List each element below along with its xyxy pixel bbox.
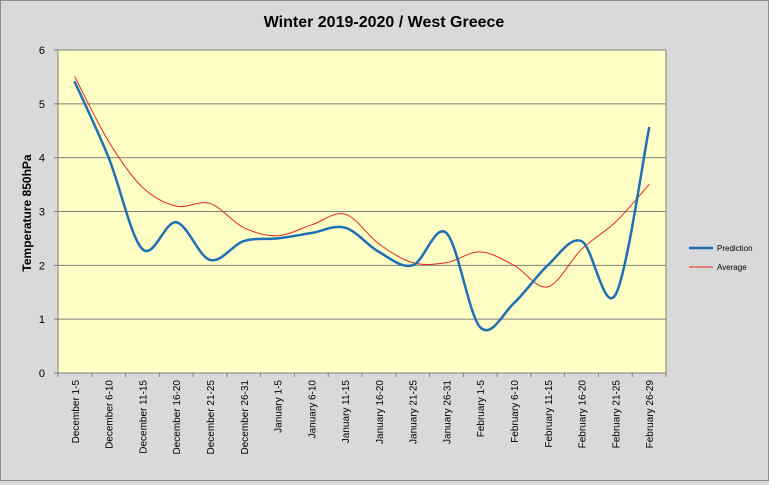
x-tick-label: December 21-25 — [206, 380, 217, 455]
x-tick-label: February 21-25 — [611, 380, 622, 449]
x-tick-label: January 26-31 — [442, 380, 453, 444]
x-tick-label: January 21-25 — [409, 380, 420, 444]
y-axis-label: Temperature 850hPa — [20, 154, 34, 271]
legend-label-prediction: Prediction — [717, 244, 753, 253]
legend-label-average: Average — [717, 263, 747, 272]
x-tick-label: January 11-15 — [341, 380, 352, 444]
y-tick-label: 1 — [39, 314, 45, 326]
x-tick-label: December 1-5 — [71, 380, 82, 444]
x-tick-label: December 16-20 — [172, 380, 183, 455]
x-tick-label: February 1-5 — [476, 380, 487, 438]
y-tick-label: 2 — [39, 260, 45, 272]
x-tick-label: December 11-15 — [138, 380, 149, 454]
x-tick-label: January 16-20 — [375, 380, 386, 444]
x-tick-label: February 16-20 — [578, 380, 589, 449]
chart-title: Winter 2019-2020 / West Greece — [264, 14, 505, 31]
y-tick-label: 3 — [39, 207, 45, 219]
x-tick-label: January 1-5 — [274, 380, 285, 433]
y-tick-label: 6 — [39, 45, 45, 57]
y-tick-label: 4 — [39, 153, 45, 165]
x-tick-label: December 26-31 — [240, 380, 251, 455]
y-tick-label: 5 — [39, 99, 45, 111]
x-tick-label: February 26-29 — [645, 380, 656, 449]
x-axis-ticks: December 1-5 December 6-10 December 11-15 D… — [58, 373, 666, 454]
x-tick-label: February 6-10 — [510, 380, 521, 443]
y-tick-label: 0 — [39, 368, 45, 380]
x-tick-label: December 6-10 — [105, 380, 116, 449]
legend: Prediction Average — [689, 244, 753, 272]
y-axis-ticks: 0 1 2 3 4 5 6 — [39, 45, 58, 380]
x-tick-label: January 6-10 — [307, 380, 318, 439]
x-tick-label: February 11-15 — [544, 380, 555, 448]
